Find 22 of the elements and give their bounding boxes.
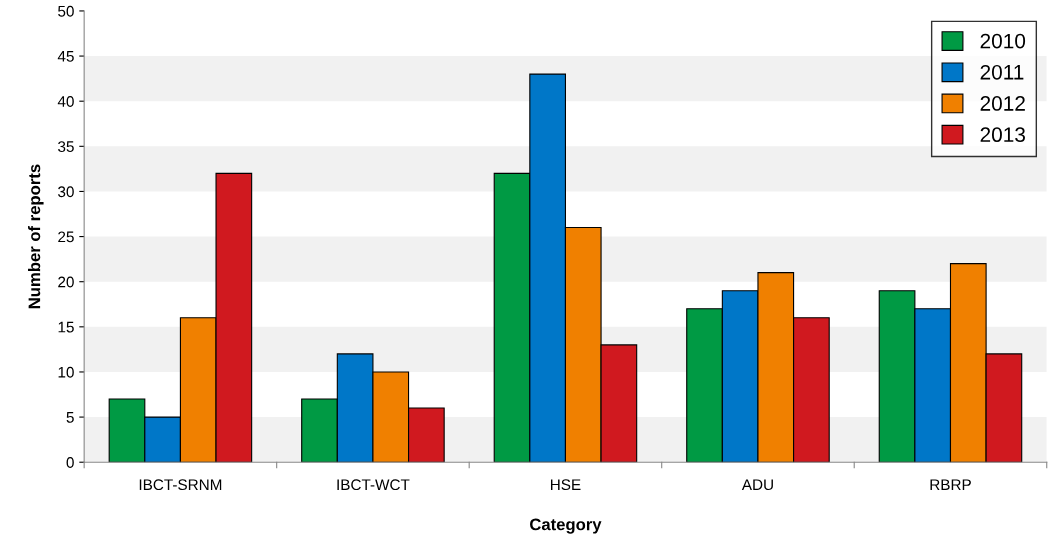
y-tick-label: 15 [58,321,74,333]
y-axis-title: Number of reports [28,164,44,309]
y-tick-label: 50 [58,5,74,17]
y-tick-label: 40 [57,96,74,107]
y-tick-label: 35 [58,141,74,153]
legend-label: 2013 [980,127,1025,143]
y-tick-label: 20 [58,276,74,288]
x-tick-label: RBRP [930,479,971,490]
x-axis-title: Category [530,518,602,534]
y-tick-label: 5 [66,412,74,423]
legend-label: 2010 [980,33,1026,49]
legend-label: 2012 [980,96,1025,111]
y-tick-label: 10 [58,366,74,378]
y-tick-label: 30 [58,186,74,198]
legend-label: 2011 [980,64,1024,80]
y-tick-label: 45 [57,51,74,62]
x-tick-label: HSE [551,479,581,491]
x-tick-label: IBCT-WCT [337,479,410,491]
x-tick-label: IBCT-SRNM [139,479,222,491]
y-tick-label: 25 [58,231,74,243]
y-tick-label: 0 [66,457,74,468]
x-tick-label: ADU [741,479,773,491]
